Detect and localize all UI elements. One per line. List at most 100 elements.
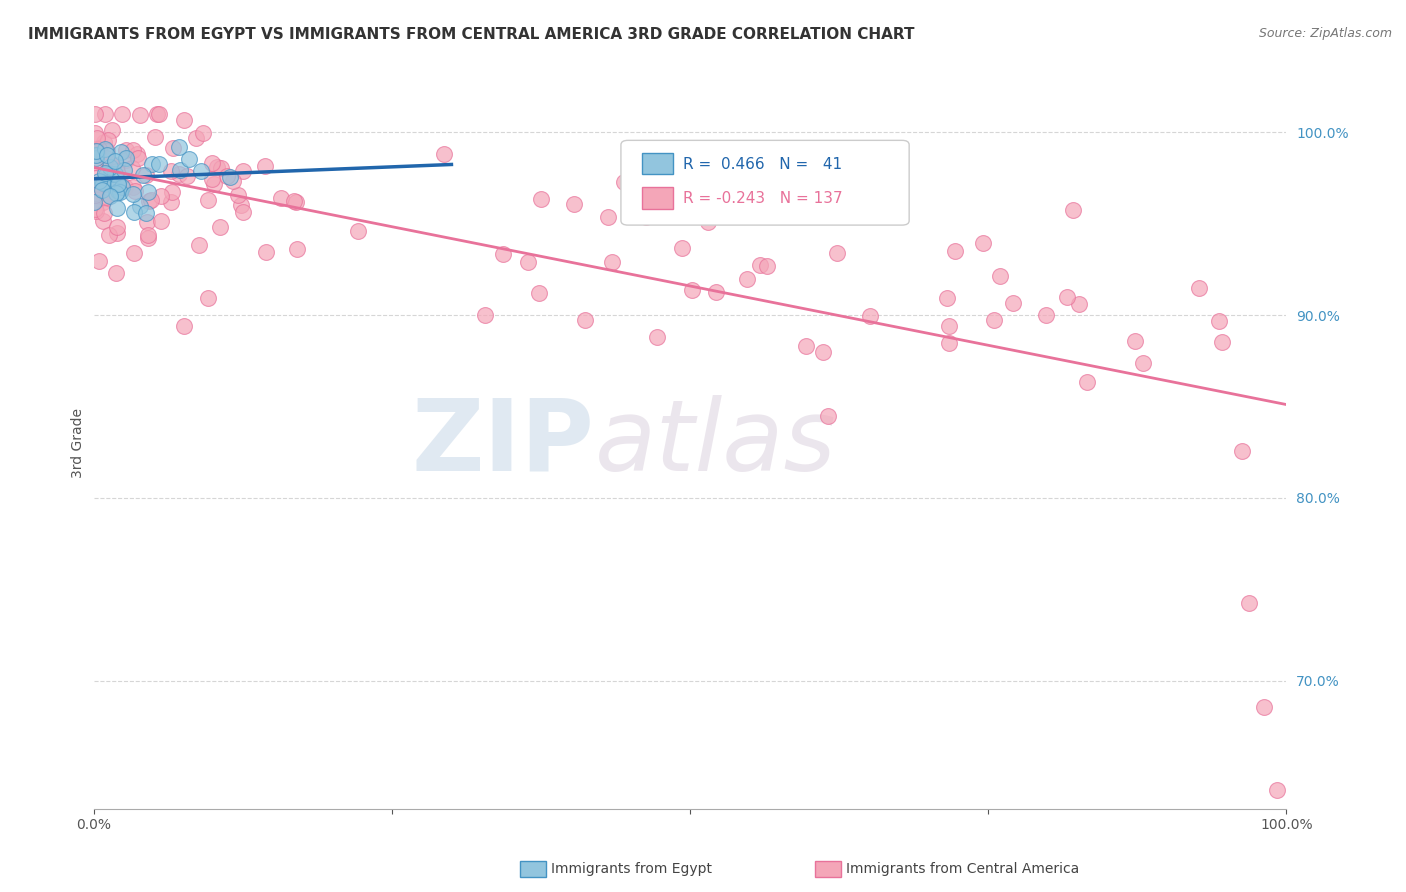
- Point: [83, 195, 105, 210]
- Point: [827, 246, 849, 260]
- Point: [96, 145, 118, 159]
- Point: [132, 168, 155, 182]
- Point: [148, 107, 170, 121]
- Point: [138, 231, 160, 245]
- Point: [938, 336, 960, 351]
- Point: [104, 167, 127, 181]
- Text: ZIP: ZIP: [412, 394, 595, 491]
- Point: [96, 151, 118, 165]
- Text: IMMIGRANTS FROM EGYPT VS IMMIGRANTS FROM CENTRAL AMERICA 3RD GRADE CORRELATION C: IMMIGRANTS FROM EGYPT VS IMMIGRANTS FROM…: [28, 27, 915, 42]
- Point: [105, 226, 128, 240]
- Text: R =  0.466   N =   41: R = 0.466 N = 41: [683, 157, 842, 172]
- Point: [159, 164, 181, 178]
- Point: [173, 112, 195, 127]
- Point: [527, 286, 550, 301]
- Point: [1253, 700, 1275, 714]
- Point: [122, 246, 145, 260]
- Point: [209, 161, 232, 176]
- Point: [105, 158, 128, 172]
- Point: [148, 157, 170, 171]
- Point: [201, 172, 224, 186]
- Point: [1230, 444, 1253, 458]
- Point: [794, 339, 817, 353]
- Point: [1056, 290, 1078, 304]
- Point: [121, 143, 143, 157]
- Point: [737, 272, 759, 286]
- Y-axis label: 3rd Grade: 3rd Grade: [72, 408, 86, 478]
- Point: [254, 159, 277, 173]
- Point: [205, 160, 228, 174]
- Point: [86, 131, 108, 145]
- Point: [98, 189, 121, 203]
- Point: [229, 198, 252, 212]
- Text: Immigrants from Egypt: Immigrants from Egypt: [551, 862, 713, 876]
- Point: [100, 123, 122, 137]
- Point: [128, 108, 150, 122]
- Point: [94, 142, 117, 156]
- Point: [87, 254, 110, 268]
- Point: [517, 254, 540, 268]
- Point: [100, 167, 122, 181]
- Point: [474, 308, 496, 322]
- Point: [1035, 308, 1057, 322]
- Point: [176, 169, 198, 183]
- Point: [1237, 596, 1260, 610]
- Point: [112, 163, 135, 178]
- Point: [697, 214, 720, 228]
- Point: [146, 107, 169, 121]
- Point: [149, 214, 172, 228]
- Point: [110, 145, 132, 160]
- Point: [84, 202, 107, 216]
- Point: [136, 185, 159, 199]
- Point: [93, 205, 115, 219]
- Point: [169, 140, 191, 154]
- Point: [105, 201, 128, 215]
- Point: [283, 194, 305, 208]
- Point: [197, 194, 219, 208]
- Point: [127, 151, 149, 165]
- Point: [1132, 356, 1154, 370]
- Point: [645, 330, 668, 344]
- Point: [103, 179, 125, 194]
- Point: [93, 135, 115, 149]
- Point: [160, 185, 183, 199]
- Point: [143, 129, 166, 144]
- Point: [83, 126, 105, 140]
- Point: [121, 161, 143, 176]
- Point: [184, 131, 207, 145]
- Point: [111, 180, 134, 194]
- Point: [817, 409, 839, 423]
- Point: [138, 194, 160, 209]
- Point: [256, 245, 278, 260]
- Point: [135, 215, 157, 229]
- Point: [208, 219, 231, 234]
- Point: [91, 176, 114, 190]
- Point: [86, 145, 108, 159]
- Point: [114, 153, 136, 167]
- Point: [91, 175, 114, 189]
- Point: [96, 147, 118, 161]
- Point: [197, 291, 219, 305]
- Point: [124, 184, 146, 198]
- Point: [86, 143, 108, 157]
- Point: [270, 191, 292, 205]
- Point: [107, 177, 129, 191]
- Point: [83, 154, 105, 169]
- Point: [598, 211, 620, 225]
- Point: [492, 247, 515, 261]
- Point: [202, 177, 225, 191]
- Point: [936, 291, 959, 305]
- Point: [105, 186, 128, 201]
- Point: [84, 148, 107, 162]
- Point: [87, 177, 110, 191]
- Point: [222, 174, 245, 188]
- Point: [84, 188, 107, 202]
- Point: [671, 241, 693, 255]
- Point: [983, 312, 1005, 326]
- Point: [122, 186, 145, 201]
- Point: [201, 155, 224, 169]
- Point: [169, 163, 191, 178]
- Point: [972, 235, 994, 250]
- Point: [1001, 296, 1024, 310]
- Point: [859, 309, 882, 323]
